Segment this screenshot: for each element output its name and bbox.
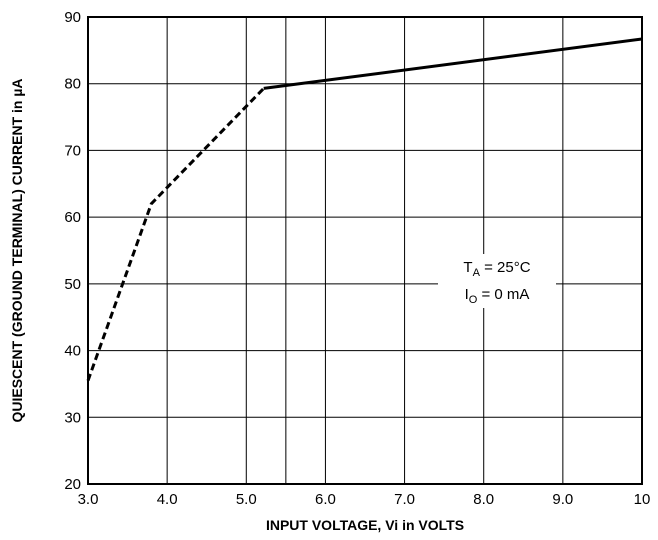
y-tick-label: 60	[64, 209, 81, 226]
y-tick-label: 50	[64, 276, 81, 293]
x-tick-label: 9.0	[552, 491, 573, 508]
series-line-dashed	[86, 87, 265, 382]
x-axis-label: INPUT VOLTAGE, Vi in VOLTS	[266, 517, 464, 533]
x-tick-label: 7.0	[394, 491, 415, 508]
y-tick-label: 20	[64, 476, 81, 493]
x-tick-labels: 3.0 4.0 5.0 6.0 7.0 8.0 9.0 10	[78, 491, 651, 508]
y-axis-label: QUIESCENT (GROUND TERMINAL) CURRENT in µ…	[9, 78, 25, 422]
y-tick-label: 70	[64, 142, 81, 159]
y-tick-label: 30	[64, 409, 81, 426]
x-tick-label: 3.0	[78, 491, 99, 508]
series-layer	[86, 37, 643, 382]
y-tick-label: 40	[64, 343, 81, 360]
annotation: TA = 25°C IO = 0 mA	[438, 254, 556, 308]
annotation-temperature: TA = 25°C	[463, 259, 530, 279]
grid	[88, 17, 642, 484]
series-line-solid	[263, 37, 643, 90]
plot-frame	[87, 16, 643, 485]
x-tick-label: 10	[634, 491, 651, 508]
annotation-background	[438, 254, 556, 308]
y-tick-label: 90	[64, 9, 81, 26]
y-tick-label: 80	[64, 76, 81, 93]
x-tick-label: 6.0	[315, 491, 336, 508]
x-tick-label: 4.0	[157, 491, 178, 508]
annotation-output-current: IO = 0 mA	[465, 286, 530, 306]
x-tick-label: 8.0	[473, 491, 494, 508]
y-tick-labels: 20 30 40 50 60 70 80 90	[64, 9, 81, 493]
x-tick-label: 5.0	[236, 491, 257, 508]
